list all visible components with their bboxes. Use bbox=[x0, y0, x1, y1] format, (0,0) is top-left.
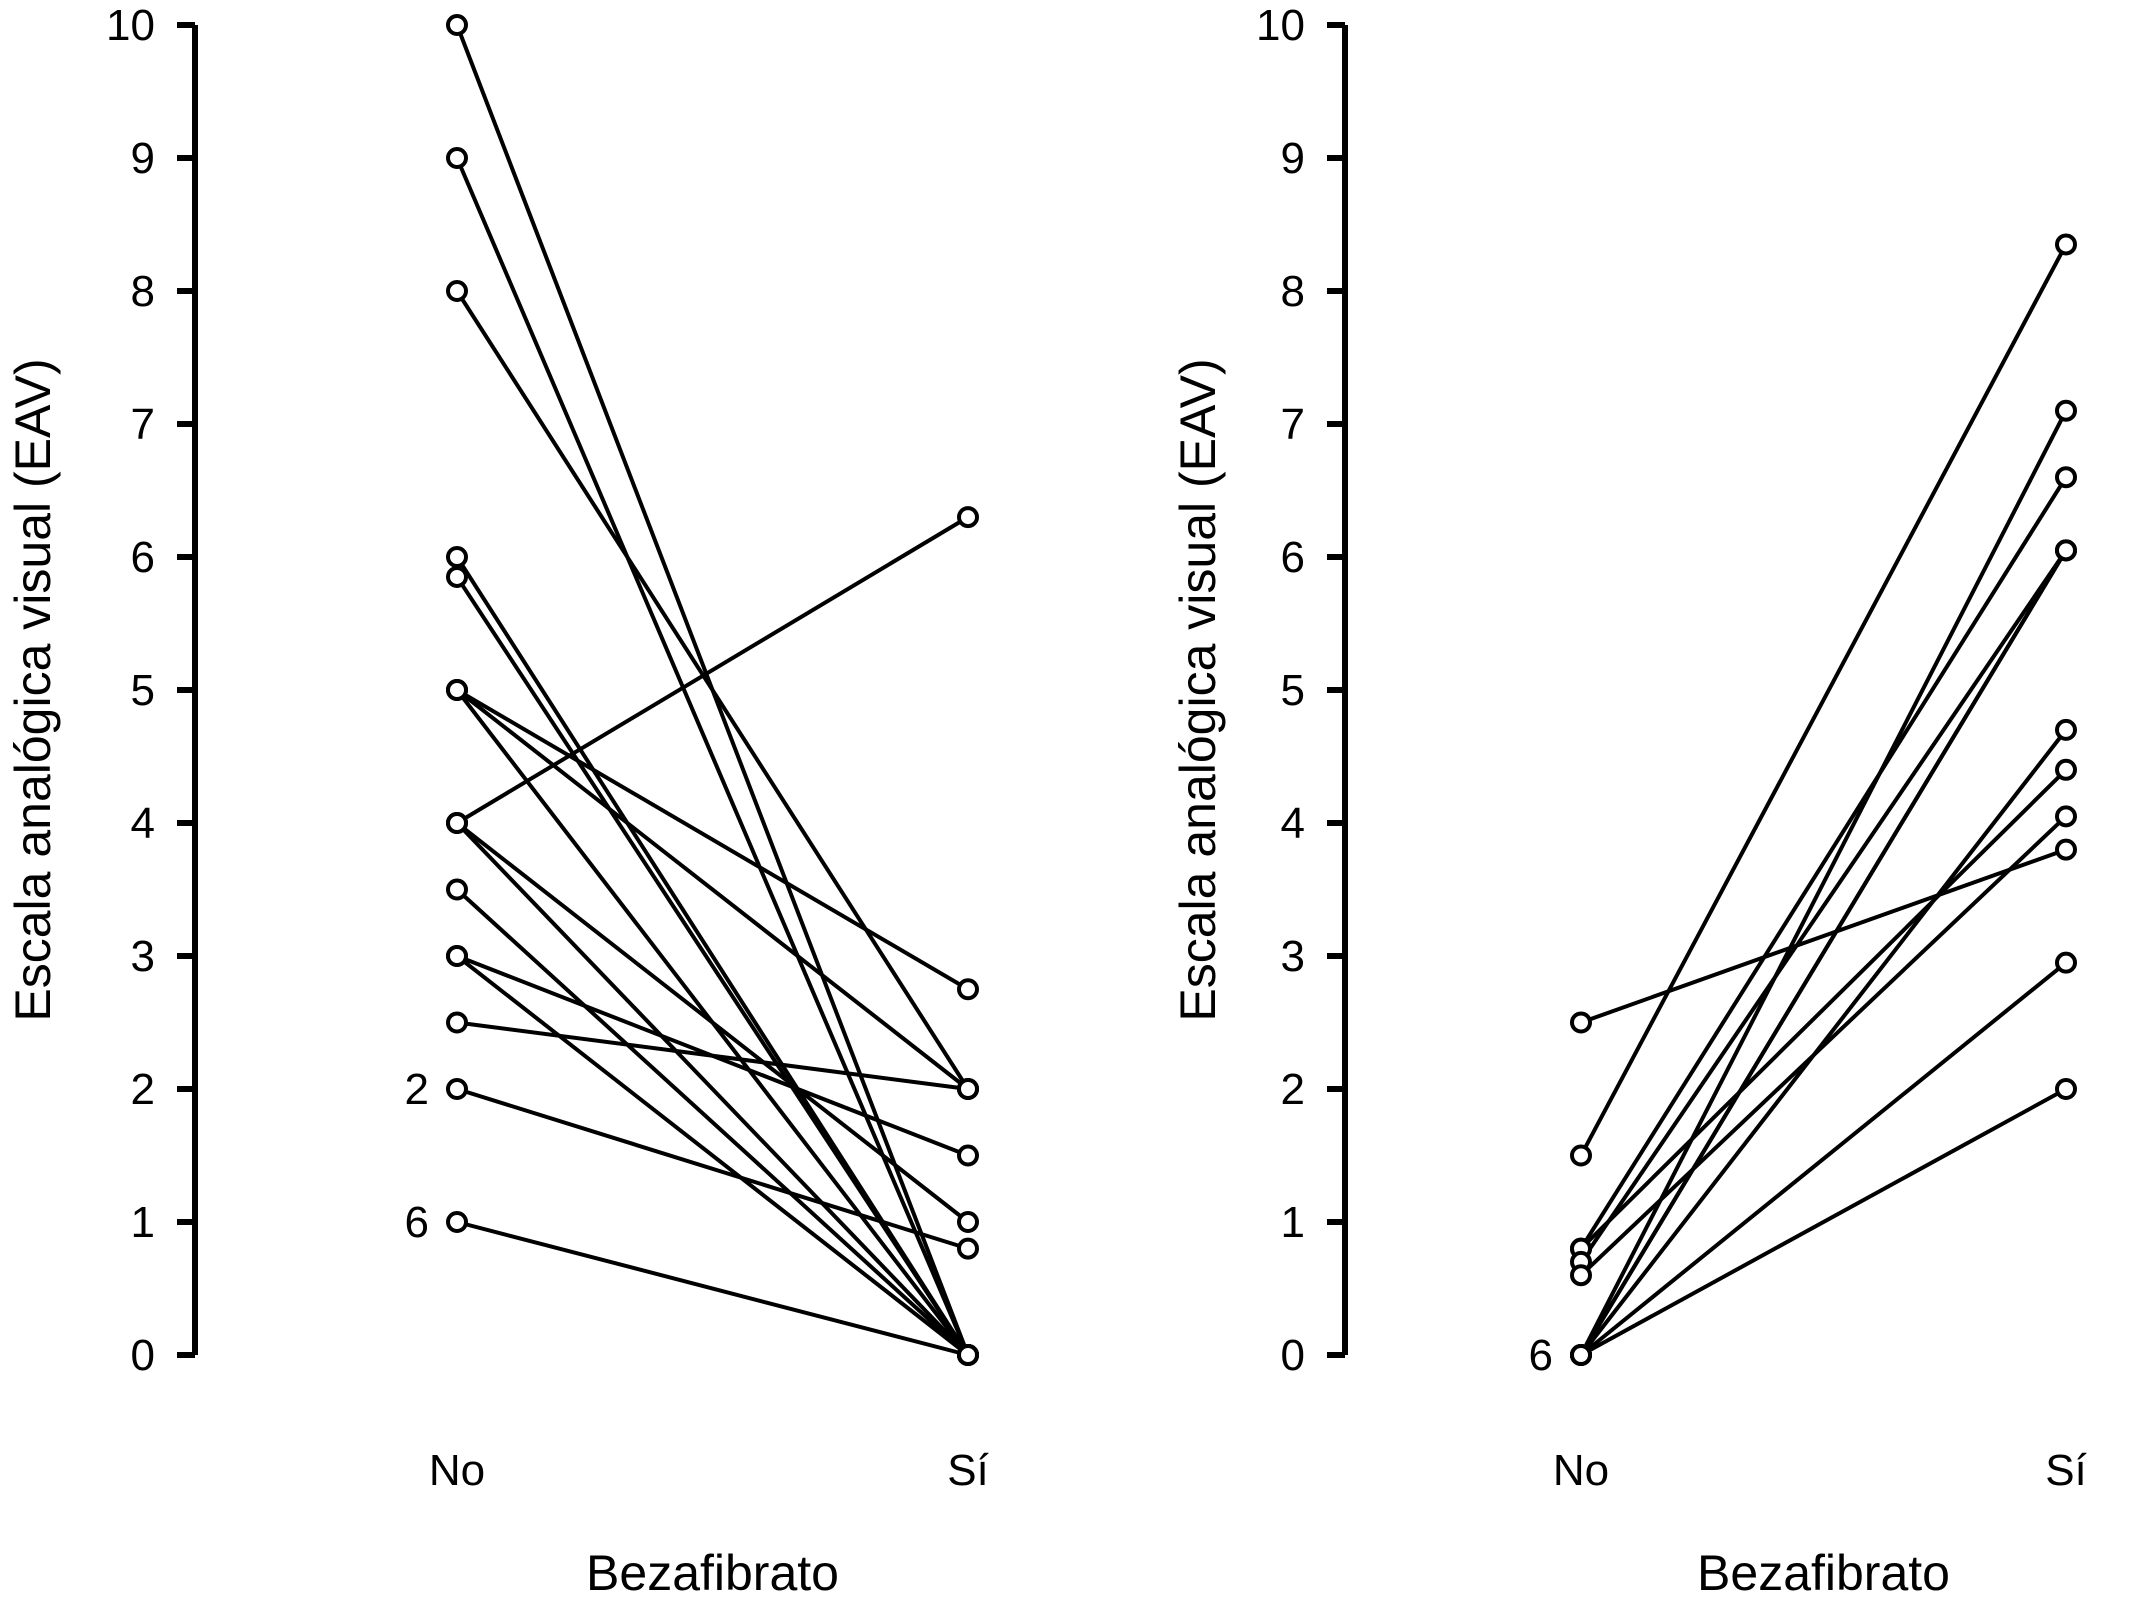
chart-panel-2: 0 1 2 3 4 5 6 7 8 9 10 Escala analógica visual (EAV… bbox=[1170, 1, 2088, 1601]
y-tick-label: 10 bbox=[1256, 1, 1305, 50]
series-lines bbox=[1579, 243, 2068, 1357]
data-point bbox=[957, 1344, 979, 1366]
y-axis-title: Escala analógica visual (EAV) bbox=[5, 358, 61, 1021]
series-line bbox=[455, 888, 970, 1357]
data-point bbox=[446, 878, 468, 901]
data-point bbox=[2055, 805, 2077, 828]
x-axis-title: Bezafibrato bbox=[586, 1545, 839, 1601]
series-line bbox=[1579, 728, 2068, 1357]
y-tick-label: 6 bbox=[131, 533, 155, 582]
data-point bbox=[446, 565, 468, 588]
data-point bbox=[446, 147, 468, 169]
y-tick-label: 8 bbox=[131, 267, 155, 316]
series-line bbox=[455, 954, 970, 1357]
data-point bbox=[2055, 399, 2077, 422]
data-point bbox=[446, 945, 468, 967]
y-tick-label: 4 bbox=[1281, 799, 1305, 848]
data-point bbox=[957, 1144, 979, 1167]
series-line bbox=[455, 289, 970, 1091]
series-points bbox=[1570, 233, 2077, 1366]
series-line bbox=[1580, 1087, 2067, 1357]
series-line bbox=[455, 575, 970, 1357]
y-tick-label: 4 bbox=[131, 799, 155, 848]
series-line bbox=[1580, 847, 2067, 1025]
data-point bbox=[2055, 718, 2077, 741]
series-line bbox=[1579, 961, 2068, 1357]
y-tick-label: 9 bbox=[131, 134, 155, 183]
data-point bbox=[1570, 1344, 1592, 1366]
y-tick-label: 5 bbox=[131, 666, 155, 715]
y-tick-label: 7 bbox=[131, 400, 155, 449]
data-point bbox=[957, 506, 979, 529]
data-point bbox=[446, 14, 468, 36]
y-tick-label: 9 bbox=[1281, 134, 1305, 183]
y-tick-label: 6 bbox=[1281, 533, 1305, 582]
data-point bbox=[446, 1211, 468, 1233]
x-category-label: No bbox=[1553, 1446, 1609, 1495]
data-point bbox=[957, 1211, 979, 1233]
data-point bbox=[2055, 838, 2077, 861]
y-tick-label: 5 bbox=[1281, 666, 1305, 715]
series-line bbox=[455, 688, 970, 1091]
count-annotation: 2 bbox=[405, 1065, 429, 1114]
series-line bbox=[1579, 243, 2068, 1157]
series-line bbox=[456, 1020, 969, 1091]
data-point bbox=[1570, 1144, 1592, 1167]
series-line bbox=[455, 515, 970, 825]
y-tick-label: 0 bbox=[1281, 1331, 1305, 1380]
data-point bbox=[446, 1078, 468, 1100]
data-point bbox=[2055, 233, 2077, 256]
data-point bbox=[2055, 1078, 2077, 1100]
data-point bbox=[446, 546, 468, 568]
y-tick-label: 2 bbox=[131, 1065, 155, 1114]
data-point bbox=[2055, 539, 2077, 562]
y-tick-label: 3 bbox=[1281, 932, 1305, 981]
data-point bbox=[957, 978, 979, 1001]
y-tick-label: 1 bbox=[131, 1198, 155, 1247]
data-point bbox=[2055, 758, 2077, 781]
y-tick-label: 10 bbox=[106, 1, 155, 50]
data-point bbox=[446, 812, 468, 834]
data-point bbox=[957, 1237, 979, 1260]
chart-panel-1: 0 1 2 3 4 5 6 7 8 9 10 Escala analógica visual (EAV… bbox=[5, 1, 990, 1601]
series-line bbox=[455, 821, 970, 1357]
y-tick-label: 8 bbox=[1281, 267, 1305, 316]
y-tick-label: 7 bbox=[1281, 400, 1305, 449]
series-points bbox=[446, 14, 979, 1366]
x-axis-title: Bezafibrato bbox=[1697, 1545, 1950, 1601]
series-line bbox=[455, 157, 970, 1356]
series-line bbox=[455, 688, 970, 991]
data-point bbox=[1570, 1264, 1592, 1287]
y-tick-label: 1 bbox=[1281, 1198, 1305, 1247]
data-point bbox=[1570, 1011, 1592, 1034]
y-tick-label: 2 bbox=[1281, 1065, 1305, 1114]
data-point bbox=[446, 679, 468, 701]
series-line bbox=[1579, 476, 2068, 1250]
data-point bbox=[446, 1011, 468, 1034]
series-line bbox=[456, 1220, 969, 1357]
series-line bbox=[1579, 768, 2068, 1251]
series-line bbox=[1579, 409, 2068, 1356]
series-line bbox=[456, 1087, 969, 1251]
x-category-label: Sí bbox=[2045, 1446, 2087, 1495]
data-point bbox=[2055, 951, 2077, 974]
count-annotation: 6 bbox=[1529, 1331, 1553, 1380]
y-axis-title: Escala analógica visual (EAV) bbox=[1170, 358, 1226, 1021]
data-point bbox=[2055, 466, 2077, 489]
y-tick-label: 0 bbox=[131, 1331, 155, 1380]
data-point bbox=[446, 280, 468, 302]
y-tick-label: 3 bbox=[131, 932, 155, 981]
series-line bbox=[1579, 549, 2068, 1357]
x-category-label: Sí bbox=[947, 1446, 989, 1495]
series-line bbox=[1579, 549, 2068, 1264]
series-line bbox=[455, 821, 970, 1224]
data-point bbox=[957, 1078, 979, 1100]
count-annotation: 6 bbox=[405, 1198, 429, 1247]
series-lines bbox=[455, 24, 970, 1357]
x-category-label: No bbox=[429, 1446, 485, 1495]
